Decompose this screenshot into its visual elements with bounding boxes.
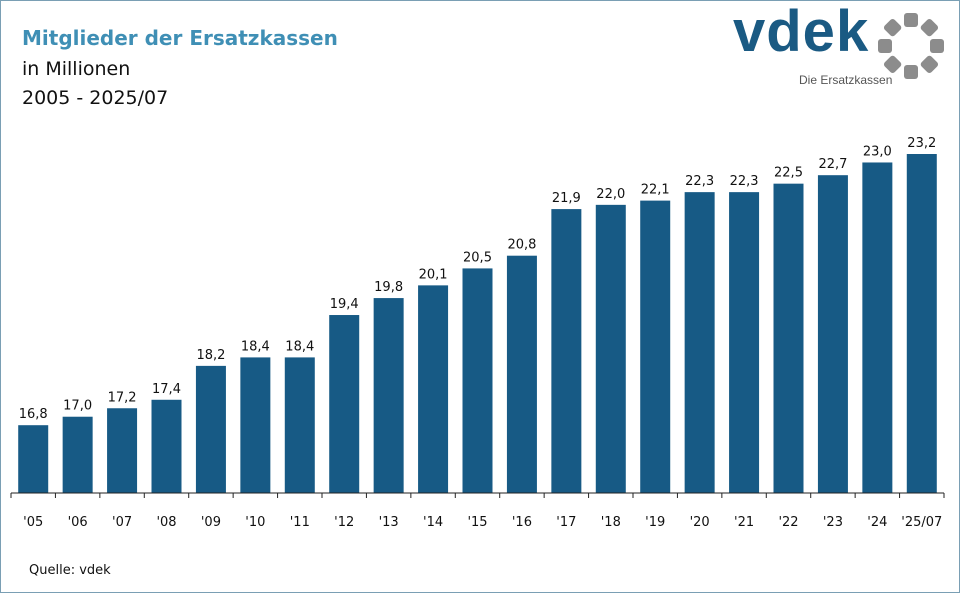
x-tick-label-2: '07: [112, 515, 132, 530]
logo-ring-segment: [930, 39, 944, 53]
x-tick-label-10: '15: [467, 515, 487, 530]
value-label-16: 22,3: [730, 174, 759, 189]
value-label-2: 17,2: [108, 390, 137, 405]
bar-17: [773, 183, 804, 493]
x-tick-label-7: '12: [334, 515, 354, 530]
x-tick-label-8: '13: [379, 515, 399, 530]
logo-ring-segment: [883, 18, 902, 37]
value-label-6: 18,4: [285, 339, 314, 354]
bar-16: [729, 192, 760, 493]
bar-7: [329, 315, 360, 493]
logo-ring-segment: [920, 18, 939, 37]
value-label-7: 19,4: [330, 297, 359, 312]
x-tick-label-0: '05: [23, 515, 43, 530]
bar-15: [684, 192, 715, 493]
chart-title: Mitglieder der Ersatzkassen: [22, 26, 338, 50]
x-tick-label-18: '23: [823, 515, 843, 530]
value-label-1: 17,0: [63, 399, 92, 414]
logo-tagline: Die Ersatzkassen: [799, 73, 893, 87]
x-tick-label-12: '17: [556, 515, 576, 530]
value-label-13: 22,0: [596, 187, 625, 202]
x-tick-label-11: '16: [512, 515, 532, 530]
bar-18: [817, 175, 848, 493]
bar-12: [551, 209, 582, 493]
bar-13: [595, 204, 626, 493]
value-label-20: 23,2: [907, 136, 936, 151]
bar-4: [195, 365, 226, 493]
bar-5: [240, 357, 271, 493]
value-label-4: 18,2: [196, 348, 225, 363]
bar-14: [640, 200, 671, 494]
value-label-11: 20,8: [507, 238, 536, 253]
logo-ring-segment: [904, 13, 918, 27]
value-label-5: 18,4: [241, 339, 270, 354]
x-tick-label-13: '18: [601, 515, 621, 530]
bar-11: [506, 255, 537, 493]
x-tick-label-17: '22: [778, 515, 798, 530]
bar-3: [151, 399, 182, 493]
value-label-8: 19,8: [374, 280, 403, 295]
x-tick-label-1: '06: [68, 515, 88, 530]
bar-2: [107, 408, 138, 493]
x-tick-label-5: '10: [245, 515, 265, 530]
chart-subtitle-unit: in Millionen: [22, 58, 131, 80]
bar-1: [62, 416, 93, 493]
bar-20: [906, 154, 937, 493]
value-label-14: 22,1: [641, 183, 670, 198]
bar-0: [18, 425, 49, 493]
value-label-17: 22,5: [774, 166, 803, 181]
value-label-3: 17,4: [152, 382, 181, 397]
logo-ring-segment: [904, 65, 918, 79]
logo-ring-icon: [878, 13, 944, 79]
value-label-9: 20,1: [419, 267, 448, 282]
value-label-19: 23,0: [863, 144, 892, 159]
x-tick-label-3: '08: [156, 515, 176, 530]
x-tick-label-20: '25/07: [901, 515, 942, 530]
x-tick-label-4: '09: [201, 515, 221, 530]
bar-9: [418, 285, 449, 493]
source-note: Quelle: vdek: [29, 563, 111, 578]
value-label-15: 22,3: [685, 174, 714, 189]
x-tick-label-14: '19: [645, 515, 665, 530]
value-label-12: 21,9: [552, 191, 581, 206]
value-label-0: 16,8: [19, 407, 48, 422]
x-tick-label-15: '20: [690, 515, 710, 530]
x-tick-label-6: '11: [290, 515, 310, 530]
logo-wordmark: vdek: [733, 0, 870, 64]
x-tick-label-9: '14: [423, 515, 443, 530]
value-label-18: 22,7: [818, 157, 847, 172]
logo-ring-segment: [920, 55, 939, 74]
x-tick-label-16: '21: [734, 515, 754, 530]
logo-ring-segment: [883, 55, 902, 74]
bar-19: [862, 162, 893, 493]
bar-6: [284, 357, 315, 493]
x-tick-label-19: '24: [867, 515, 887, 530]
logo-ring-segment: [878, 39, 892, 53]
chart-subtitle-period: 2005 - 2025/07: [22, 87, 169, 109]
bar-10: [462, 268, 493, 493]
value-label-10: 20,5: [463, 250, 492, 265]
bar-8: [373, 298, 404, 493]
